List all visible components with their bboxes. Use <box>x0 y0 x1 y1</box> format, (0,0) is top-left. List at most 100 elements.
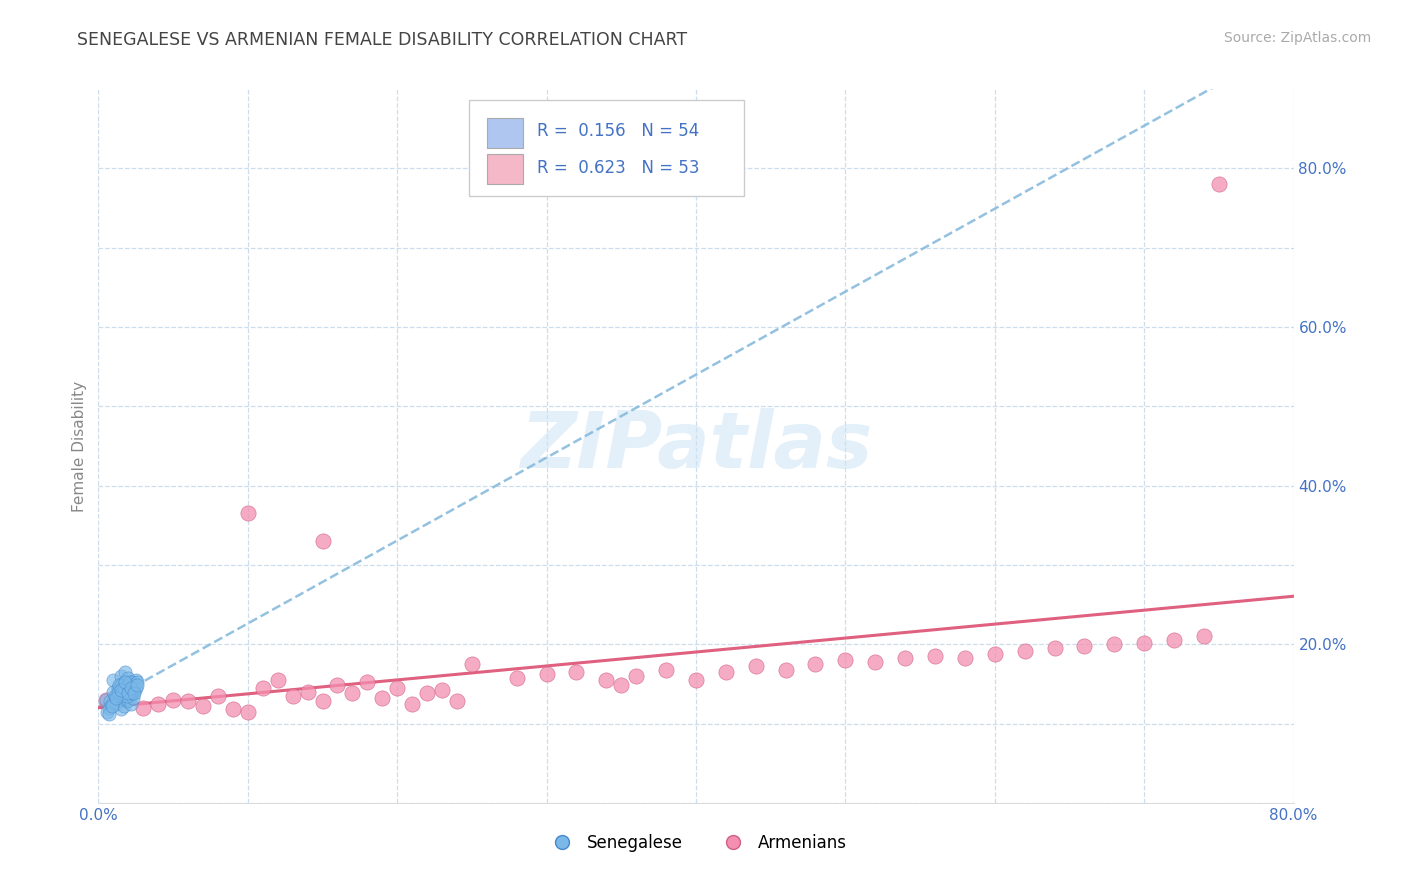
Point <box>94 692 117 706</box>
Point <box>177 694 200 708</box>
Point <box>114 675 136 690</box>
Point <box>111 677 134 691</box>
Point <box>110 669 132 683</box>
Text: R =  0.156   N = 54: R = 0.156 N = 54 <box>537 122 699 140</box>
Point <box>120 681 142 695</box>
Point <box>311 694 333 708</box>
Point <box>1163 633 1185 648</box>
Point <box>236 705 259 719</box>
Point <box>118 688 141 702</box>
Point <box>127 675 149 690</box>
Point <box>132 700 155 714</box>
Text: ZIPatlas: ZIPatlas <box>520 408 872 484</box>
Point <box>267 673 290 687</box>
Point <box>104 689 127 703</box>
Point <box>894 651 917 665</box>
Point <box>655 663 678 677</box>
Point <box>114 675 136 690</box>
Point <box>297 685 319 699</box>
Point <box>1133 635 1156 649</box>
Point <box>117 671 139 685</box>
Point <box>536 667 558 681</box>
Point <box>610 678 633 692</box>
Point <box>105 697 128 711</box>
Point <box>112 681 135 695</box>
Point <box>117 678 139 692</box>
Point <box>117 685 139 699</box>
Point <box>101 699 124 714</box>
FancyBboxPatch shape <box>470 100 744 196</box>
FancyBboxPatch shape <box>486 118 523 148</box>
Point <box>326 678 349 692</box>
Point <box>117 686 139 700</box>
Point <box>311 534 333 549</box>
Point <box>984 647 1007 661</box>
Point <box>121 675 143 690</box>
Point <box>714 665 737 679</box>
Point <box>125 673 148 687</box>
Point <box>96 705 118 719</box>
Point <box>1192 629 1215 643</box>
Point <box>97 700 120 714</box>
Point <box>416 686 439 700</box>
Point <box>121 691 143 706</box>
Point <box>401 697 423 711</box>
Point <box>115 683 138 698</box>
Legend: Senegalese, Armenians: Senegalese, Armenians <box>538 828 853 859</box>
Point <box>461 657 484 671</box>
Point <box>446 694 468 708</box>
Point <box>111 689 134 703</box>
Point <box>252 681 274 695</box>
Point <box>120 686 142 700</box>
Point <box>626 669 648 683</box>
Point <box>120 683 142 698</box>
Point <box>101 697 124 711</box>
Point <box>685 673 707 687</box>
Point <box>342 686 364 700</box>
Point <box>865 655 887 669</box>
Point <box>107 685 129 699</box>
Point <box>148 697 170 711</box>
Point <box>207 689 229 703</box>
Point <box>1073 639 1095 653</box>
Point <box>124 685 146 699</box>
Point <box>565 665 588 679</box>
Point <box>97 706 120 721</box>
Point <box>385 681 409 695</box>
Point <box>595 673 617 687</box>
Point <box>117 681 139 695</box>
Point <box>506 671 529 685</box>
Point <box>110 702 132 716</box>
Point <box>953 651 976 665</box>
Point <box>108 678 131 692</box>
Point <box>191 699 214 714</box>
Point <box>120 697 142 711</box>
Text: Source: ZipAtlas.com: Source: ZipAtlas.com <box>1223 31 1371 45</box>
Point <box>111 686 134 700</box>
Point <box>775 663 797 677</box>
Point <box>114 665 136 679</box>
Point <box>118 675 141 690</box>
Point <box>98 694 122 708</box>
Point <box>105 691 128 706</box>
Point <box>745 659 768 673</box>
Point <box>356 675 378 690</box>
Point <box>222 702 245 716</box>
Point <box>112 699 135 714</box>
Point <box>804 657 827 671</box>
Point <box>103 673 125 687</box>
Point <box>94 692 117 706</box>
Point <box>115 694 138 708</box>
Point <box>281 689 304 703</box>
Point <box>124 686 146 700</box>
Point <box>125 681 148 695</box>
Point <box>127 678 149 692</box>
Point <box>107 681 129 695</box>
Point <box>1104 637 1126 651</box>
Point <box>108 691 131 706</box>
Y-axis label: Female Disability: Female Disability <box>72 380 87 512</box>
Text: R =  0.623   N = 53: R = 0.623 N = 53 <box>537 159 700 177</box>
Point <box>371 691 394 706</box>
FancyBboxPatch shape <box>486 154 523 184</box>
Point <box>236 507 259 521</box>
